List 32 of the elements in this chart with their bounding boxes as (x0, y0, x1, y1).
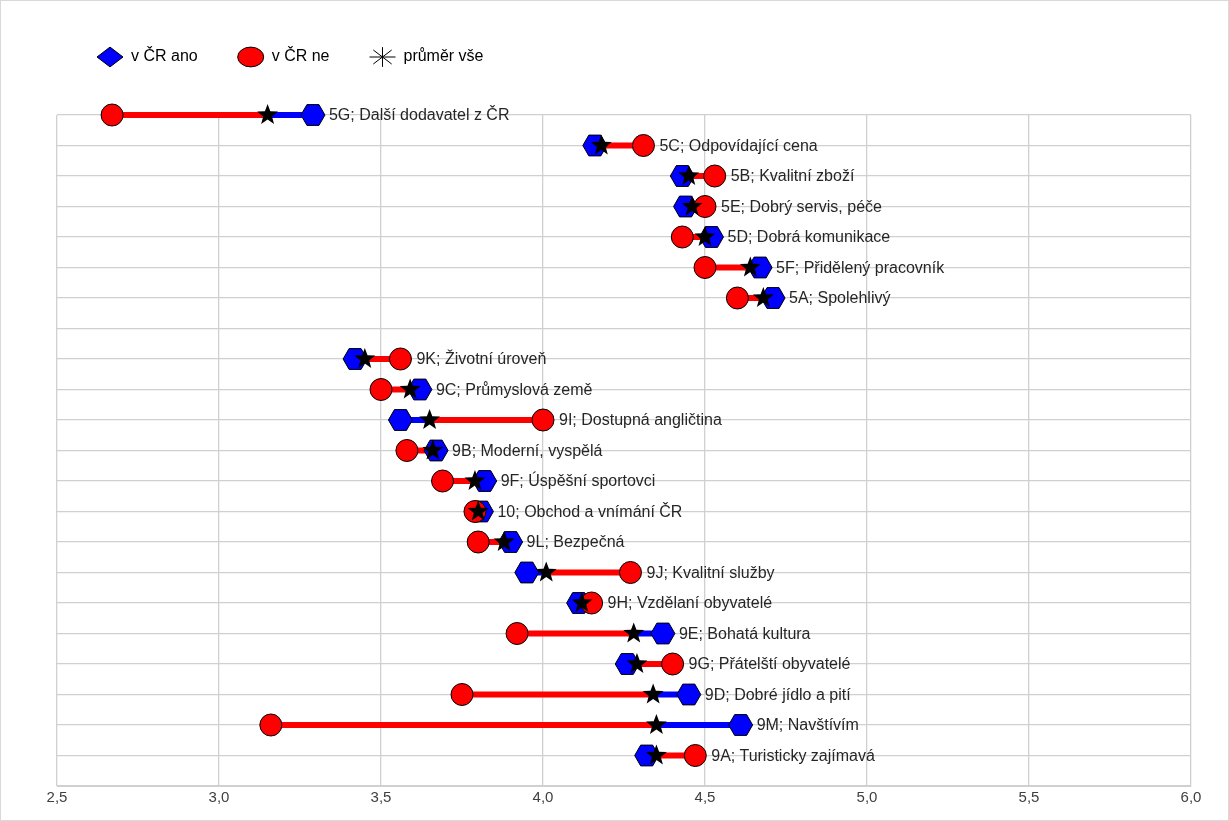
y-tick-label: 10; Obchod a vnímání ČR (497, 501, 683, 520)
y-tick-label: 5E; Dobrý servis, péče (721, 197, 883, 215)
y-tick-label: 5B; Kvalitní zboží (730, 167, 855, 185)
x-tick-label: 3,0 (208, 788, 230, 806)
legend-label: v ČR ano (131, 46, 198, 65)
y-tick-label: 9I; Dostupná angličtina (559, 411, 722, 429)
y-tick-label: 5F; Přidělený pracovník (776, 258, 946, 276)
y-tick-label: 9L; Bezpečná (526, 533, 625, 551)
y-tick-label: 9M; Navštívím (756, 716, 859, 734)
y-tick-label: 9K; Životní úroveň (416, 349, 547, 368)
y-tick-label: 9E; Bohatá kultura (678, 624, 811, 642)
x-tick-label: 5,5 (1018, 788, 1040, 806)
y-tick-label: 9A; Turisticky zajímavá (711, 746, 875, 764)
x-tick-label: 4,0 (532, 788, 554, 806)
legend-label: průměr vše (403, 47, 484, 65)
y-tick-label: 9D; Dobré jídlo a pití (704, 685, 852, 703)
y-tick-label: 5D; Dobrá komunikace (727, 228, 891, 246)
x-tick-label: 2,5 (46, 788, 68, 806)
y-tick-label: 9H; Vzdělaní obyvatelé (607, 594, 773, 612)
y-tick-label: 9F; Úspěšní sportovci (500, 471, 656, 490)
y-tick-label: 5A; Spolehlivý (789, 289, 891, 307)
x-tick-label: 6,0 (1180, 788, 1202, 806)
y-tick-label: 5G; Další dodavatel z ČR (328, 105, 510, 124)
x-tick-label: 4,5 (694, 788, 716, 806)
y-tick-label: 9C; Průmyslová země (435, 380, 593, 398)
y-tick-label: 9G; Přátelští obyvatelé (688, 655, 851, 673)
x-tick-label: 3,5 (370, 788, 392, 806)
y-tick-label: 9J; Kvalitní služby (646, 563, 775, 581)
y-tick-label: 9B; Moderní, vyspělá (452, 441, 603, 459)
x-tick-label: 5,0 (856, 788, 878, 806)
y-tick-label: 5C; Odpovídající cena (659, 136, 818, 154)
legend-label: v ČR ne (271, 46, 330, 65)
